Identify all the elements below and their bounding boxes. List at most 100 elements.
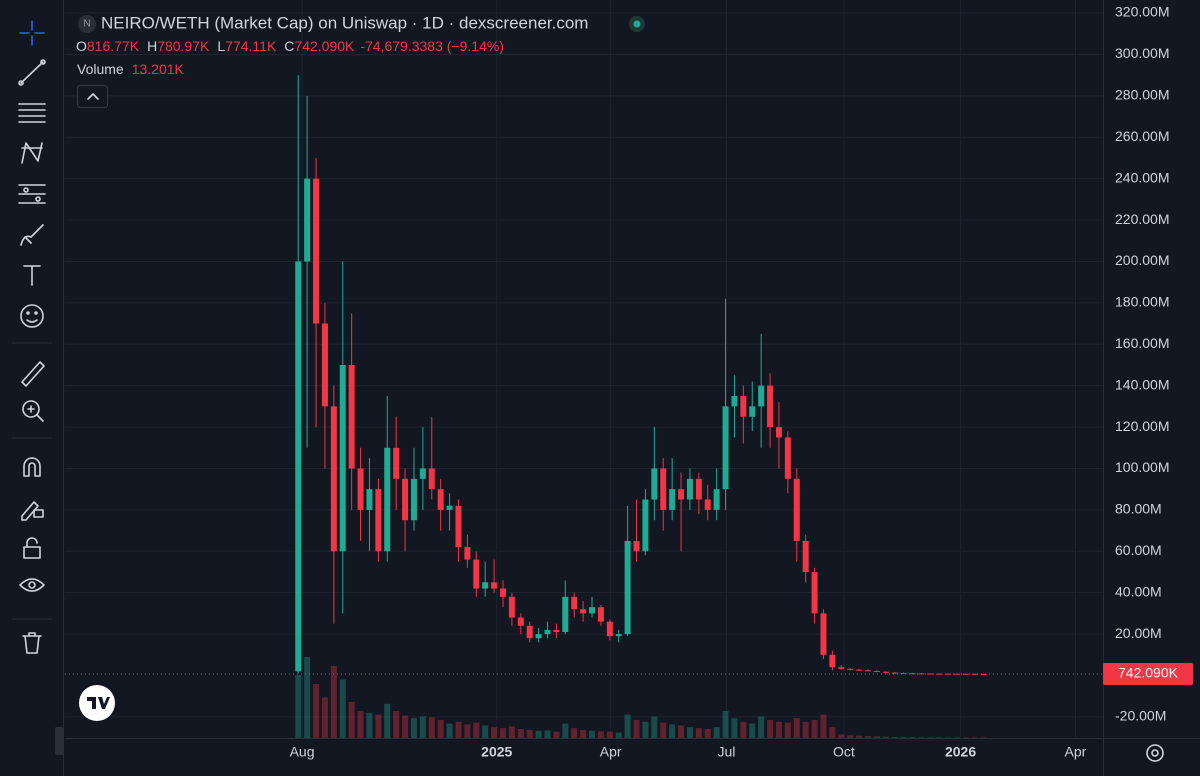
volume-bar — [589, 730, 596, 738]
volume-bar — [562, 723, 569, 738]
x-tick-label: Oct — [833, 744, 855, 760]
candle-body — [321, 323, 328, 407]
volume-value: 13.201K — [132, 61, 185, 77]
lock-tool[interactable] — [23, 537, 41, 559]
candle-body — [811, 571, 818, 614]
x-tick-label: Aug — [290, 744, 315, 760]
candle-body — [624, 540, 631, 635]
y-tick-label: 160.00M — [1115, 335, 1169, 351]
y-tick-label: 140.00M — [1115, 376, 1169, 392]
y-tick-label: 80.00M — [1115, 501, 1162, 517]
volume-bar — [686, 727, 693, 738]
lock-draw-tool[interactable] — [21, 501, 44, 521]
line-tool[interactable] — [18, 59, 46, 86]
volume-bar — [357, 711, 364, 738]
candle-body — [936, 673, 943, 675]
x-tick-label: Apr — [1065, 744, 1087, 760]
candle-body — [571, 596, 578, 610]
candle-body — [838, 667, 845, 669]
candle-body — [882, 671, 889, 673]
candle-body — [580, 609, 587, 614]
delete-tool[interactable] — [22, 632, 42, 654]
volume-bar — [784, 722, 791, 738]
y-tick-label: 60.00M — [1115, 542, 1162, 558]
forecast-tool[interactable] — [18, 184, 46, 204]
candle-body — [597, 607, 604, 622]
volume-bar — [624, 714, 631, 738]
candle-body — [589, 607, 596, 614]
ohlc-legend: O816.77K H780.97K L774.11K C742.090K -74,679… — [76, 38, 504, 54]
volume-bar — [428, 717, 435, 738]
y-tick-label: 20.00M — [1115, 625, 1162, 641]
collapse-toolbar[interactable] — [55, 727, 64, 755]
volume-bar — [473, 722, 480, 738]
candle-body — [775, 427, 782, 438]
candle-body — [900, 672, 907, 674]
candle-body — [802, 540, 809, 572]
volume-bar — [820, 714, 827, 738]
y-tick-label: 180.00M — [1115, 294, 1169, 310]
volume-bar — [651, 716, 658, 738]
volume-bar — [535, 730, 542, 738]
candle-body — [945, 673, 952, 675]
y-tick-label: 260.00M — [1115, 128, 1169, 144]
settings-button[interactable] — [1146, 744, 1164, 762]
candle-body — [820, 613, 827, 655]
volume-bar — [722, 711, 729, 738]
volume-bar — [936, 737, 943, 738]
fib-tool[interactable] — [18, 103, 46, 123]
candle-body — [927, 673, 934, 675]
pattern-tool[interactable] — [21, 142, 43, 164]
candle-body — [971, 673, 978, 675]
volume-bar — [918, 737, 925, 738]
volume-bar — [829, 727, 836, 738]
candle-body — [357, 468, 364, 510]
candle-body — [864, 670, 871, 672]
magnet-tool[interactable] — [23, 457, 41, 477]
volume-bar — [544, 730, 551, 738]
candle-body — [339, 364, 346, 552]
volume-bar — [864, 736, 871, 738]
status-dot — [633, 20, 641, 28]
candle-body — [847, 668, 854, 670]
text-tool[interactable] — [23, 265, 41, 286]
volume-bar — [927, 737, 934, 738]
candle-body — [553, 629, 560, 633]
candle-body — [669, 489, 676, 510]
hide-tool[interactable] — [19, 578, 45, 592]
candle-body — [393, 447, 400, 479]
candle-body — [428, 468, 435, 490]
volume-bar — [597, 731, 604, 738]
volume-bar — [330, 666, 337, 738]
volume-bar — [580, 729, 587, 738]
candle-body — [375, 489, 382, 552]
candle-body — [446, 505, 453, 510]
volume-bar — [882, 736, 889, 738]
volume-bar — [446, 723, 453, 738]
volume-bar — [366, 712, 373, 738]
candle-body — [517, 617, 524, 626]
crosshair-tool[interactable] — [19, 20, 45, 46]
volume-bar — [571, 728, 578, 738]
toolbar — [0, 0, 64, 776]
candle-body — [829, 654, 836, 668]
candle-body — [704, 499, 711, 510]
volume-bar — [678, 725, 685, 738]
collapse-legend[interactable] — [77, 85, 108, 108]
zoom-tool[interactable] — [22, 400, 44, 422]
ruler-tool[interactable] — [21, 361, 45, 387]
volume-bar — [669, 724, 676, 738]
volume-bar — [606, 731, 613, 738]
volume-bar — [954, 737, 961, 738]
brush-tool[interactable] — [20, 224, 44, 246]
candle-body — [330, 406, 337, 552]
x-tick-label: 2026 — [945, 744, 976, 760]
volume-bar — [775, 721, 782, 738]
candle-body — [856, 669, 863, 671]
volume-bar — [339, 679, 346, 738]
volume-bar — [793, 718, 800, 738]
emoji-tool[interactable] — [20, 304, 44, 328]
volume-bar — [945, 737, 952, 738]
candle-body — [678, 489, 685, 500]
volume-bar — [811, 720, 818, 738]
